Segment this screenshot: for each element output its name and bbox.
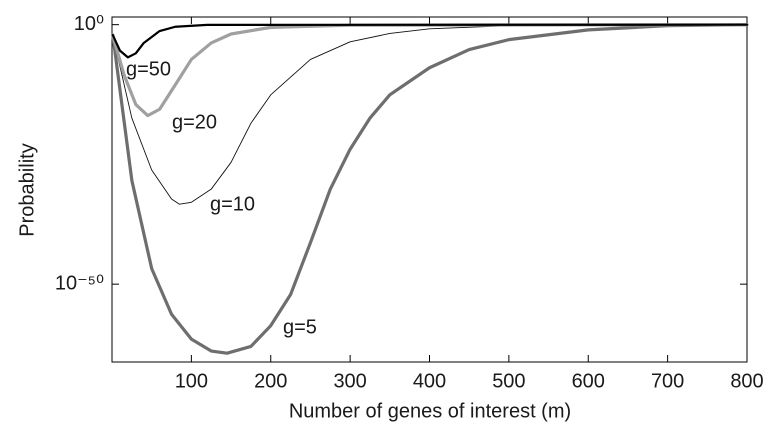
x-tick-label: 400 (413, 370, 446, 392)
x-tick-label: 300 (333, 370, 366, 392)
series-line (111, 23, 749, 59)
x-tick-label: 800 (730, 370, 763, 392)
series-label: g=10 (210, 193, 255, 215)
y-tick-label: 10⁻⁵⁰ (55, 272, 104, 294)
series-line (112, 24, 748, 205)
x-tick-label: 500 (492, 370, 525, 392)
series-line (111, 23, 749, 355)
x-tick-label: 200 (254, 370, 287, 392)
x-tick-label: 700 (651, 370, 684, 392)
series-label: g=50 (126, 58, 171, 80)
y-tick-label: 10⁰ (74, 13, 104, 35)
y-axis-label: Probability (16, 143, 38, 236)
x-tick-label: 600 (572, 370, 605, 392)
x-axis-label: Number of genes of interest (m) (289, 400, 571, 422)
series-label: g=20 (172, 111, 217, 133)
series-line (111, 23, 749, 118)
series-label: g=5 (283, 316, 317, 338)
x-tick-label: 100 (175, 370, 208, 392)
